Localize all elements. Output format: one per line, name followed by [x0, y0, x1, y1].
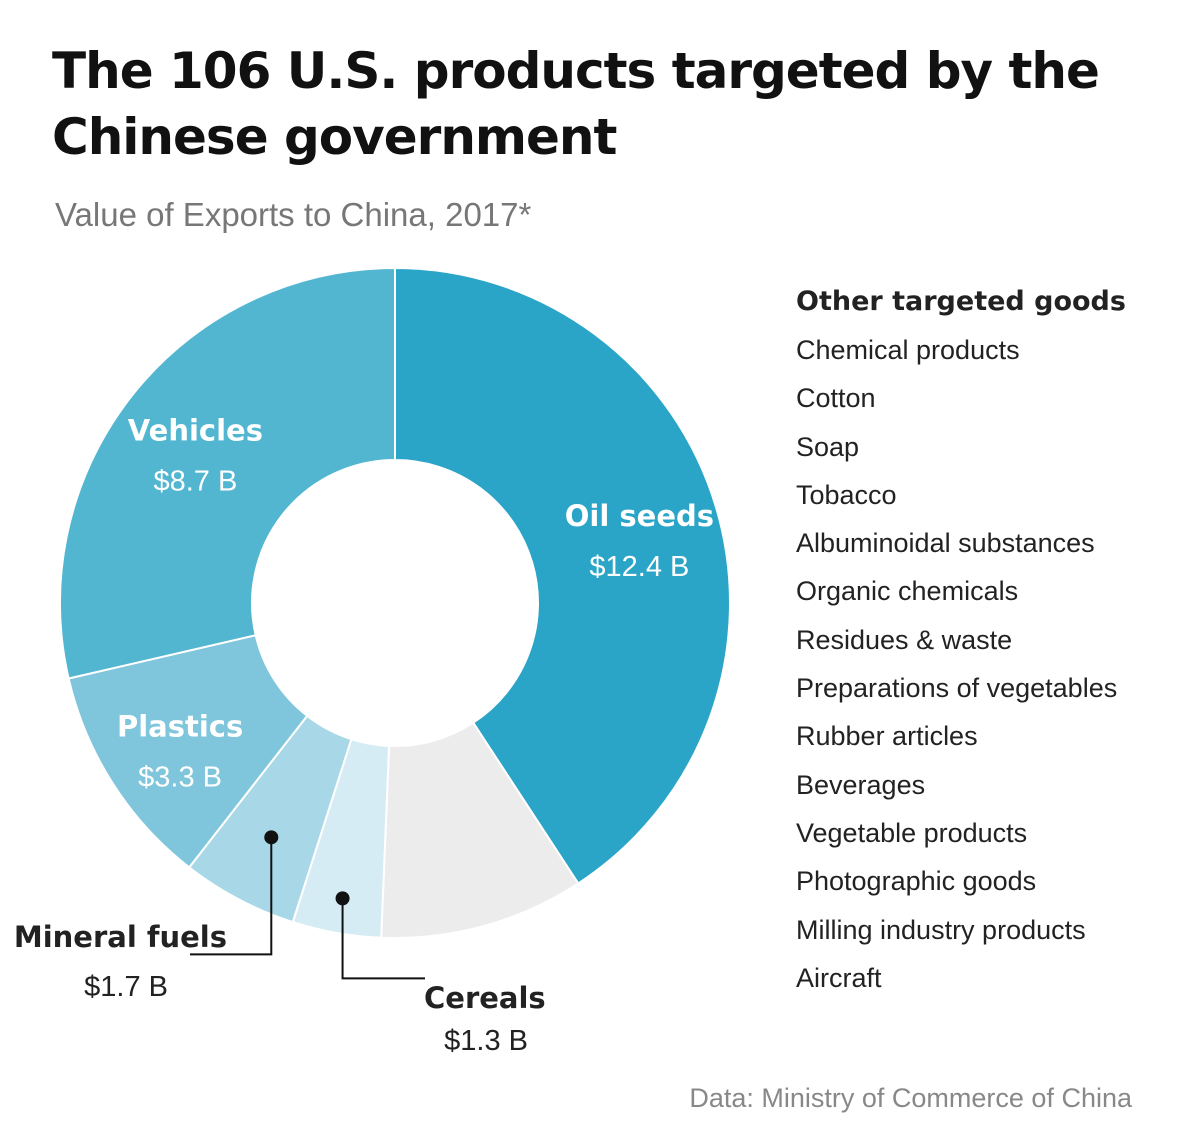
other-goods-item: Preparations of vegetables: [796, 673, 1118, 704]
other-goods-item: Chemical products: [796, 335, 1020, 365]
slice-label-name: Plastics: [117, 709, 243, 743]
donut-slices: [59, 266, 731, 939]
slice-vehicles: [59, 266, 396, 680]
other-goods-item: Photographic goods: [796, 866, 1037, 897]
callout-line-cereals: [341, 898, 425, 980]
donut-chart: Oil seeds $12.4 B Cereals $1.3 B Mineral fue…: [14, 266, 731, 1057]
chart-title: The 106 U.S. products targeted by the Ch…: [52, 42, 1100, 166]
other-goods-item: Soap: [796, 431, 860, 462]
callout-lines: [190, 830, 425, 980]
other-goods-item: Beverages: [796, 769, 926, 800]
slice-label-name: Mineral fuels: [14, 920, 227, 954]
slice-unlabeled-1: [380, 721, 580, 939]
callout-line-mineral-fuels: [190, 837, 273, 956]
other-goods-title: Other targeted goods: [796, 286, 1126, 317]
other-goods-item: Albuminoidal substances: [796, 528, 1095, 559]
slice-label-value: $12.4 B: [589, 551, 689, 583]
slice-label-value: $1.3 B: [444, 1025, 528, 1057]
other-goods-item: Aircraft: [796, 962, 882, 993]
slice-label-name: Vehicles: [128, 413, 263, 447]
source-note: Data: Ministry of Commerce of China: [689, 1083, 1132, 1113]
other-goods-item: Organic chemicals: [796, 576, 1019, 607]
slice-label-name: Oil seeds: [565, 499, 714, 533]
other-goods-items: Chemical products Cotton Soap Tobacco Albumi…: [796, 332, 1186, 1008]
chart-subtitle: Value of Exports to China, 2017*: [55, 196, 532, 233]
slice-plastics: [67, 634, 309, 869]
slice-label-value: $8.7 B: [153, 465, 237, 497]
other-goods-item: Vegetable products: [796, 817, 1028, 848]
other-goods-list: Other targeted goods Chemical products Co…: [796, 284, 1186, 1008]
slice-labels: Oil seeds $12.4 B Cereals $1.3 B Mineral fue…: [14, 413, 714, 1057]
other-goods-item: Cotton: [796, 383, 876, 414]
other-goods-item: Tobacco: [796, 479, 897, 510]
other-goods-item: Residues & waste: [796, 624, 1013, 655]
other-goods-item: Rubber articles: [796, 721, 978, 752]
slice-label-value: $3.3 B: [138, 761, 222, 793]
slice-label-value: $1.7 B: [84, 971, 168, 1003]
other-goods-item: Milling industry products: [796, 914, 1086, 945]
slice-label-name: Cereals: [424, 981, 546, 1015]
